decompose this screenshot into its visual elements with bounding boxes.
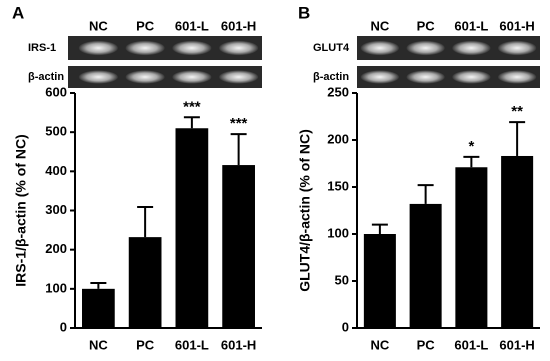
x-tick-label: PC — [136, 337, 155, 352]
panel-letter: B — [298, 3, 310, 22]
gel-band — [172, 40, 212, 56]
gel-band — [406, 70, 445, 84]
category-label: NC — [370, 18, 389, 33]
x-tick-label: NC — [370, 337, 389, 352]
y-tick-label: 0 — [60, 319, 67, 334]
gel-label: β-actin — [313, 71, 349, 83]
error-bar — [371, 223, 388, 234]
category-label: PC — [417, 18, 436, 33]
gel-band — [125, 70, 165, 84]
y-axis-label: IRS-1/β-actin (% of NC) — [13, 134, 29, 286]
error-bar — [463, 155, 480, 168]
category-label: NC — [89, 18, 108, 33]
error-bar — [183, 116, 200, 129]
y-axis-label: GLUT4/β-actin (% of NC) — [297, 129, 313, 292]
gel-band — [360, 70, 400, 84]
gel-band — [406, 40, 445, 56]
category-label: 601-L — [454, 18, 488, 33]
x-tick-label: NC — [89, 337, 108, 352]
category-label: 601-H — [221, 18, 256, 33]
y-tick-label: 400 — [45, 163, 67, 178]
gel-band — [125, 40, 165, 56]
x-tick-label: 601-L — [175, 337, 209, 352]
bar — [82, 288, 115, 328]
bar — [128, 237, 162, 328]
y-tick-label: 600 — [45, 84, 67, 99]
error-bar — [137, 205, 154, 238]
category-label: PC — [136, 18, 155, 33]
gel-band — [218, 70, 259, 84]
y-tick-label: 100 — [327, 225, 349, 240]
gel-label: IRS-1 — [28, 42, 56, 54]
gel — [68, 66, 262, 88]
significance: *** — [230, 115, 248, 132]
error-bar — [417, 184, 434, 204]
gel-band — [497, 40, 537, 56]
y-tick-label: 150 — [327, 178, 349, 193]
gel-band — [452, 40, 491, 56]
y-tick-label: 200 — [45, 241, 67, 256]
category-label: 601-H — [499, 18, 534, 33]
gel-band — [78, 70, 119, 84]
error-bar — [509, 121, 526, 156]
x-tick-label: 601-H — [499, 337, 534, 352]
x-tick-label: PC — [417, 337, 436, 352]
y-tick-label: 50 — [335, 272, 349, 287]
gel-band — [172, 70, 212, 84]
gel-band — [452, 70, 491, 84]
gel-band — [497, 70, 537, 84]
x-tick-label: 601-H — [221, 337, 256, 352]
y-tick-label: 200 — [327, 131, 349, 146]
significance: * — [468, 138, 474, 155]
bar — [501, 155, 534, 328]
error-bar — [230, 133, 247, 166]
y-tick-label: 500 — [45, 124, 67, 139]
bar — [363, 234, 396, 328]
gel-band — [78, 40, 119, 56]
panel-letter: A — [12, 3, 24, 22]
x-tick-label: 601-L — [454, 337, 488, 352]
significance: *** — [183, 98, 201, 115]
y-tick-label: 250 — [327, 84, 349, 99]
y-tick-label: 100 — [45, 280, 67, 295]
gel-band — [218, 40, 259, 56]
y-tick-label: 0 — [342, 319, 349, 334]
gel-label: GLUT4 — [313, 42, 350, 54]
bar — [409, 203, 442, 328]
significance: ** — [511, 103, 523, 120]
gel-band — [360, 40, 400, 56]
category-label: 601-L — [175, 18, 209, 33]
error-bar — [90, 281, 107, 289]
bar — [222, 165, 255, 328]
bar — [455, 167, 488, 328]
gel — [357, 66, 540, 88]
y-tick-label: 300 — [45, 202, 67, 217]
bar — [175, 128, 209, 328]
gel-label: β-actin — [28, 71, 64, 83]
